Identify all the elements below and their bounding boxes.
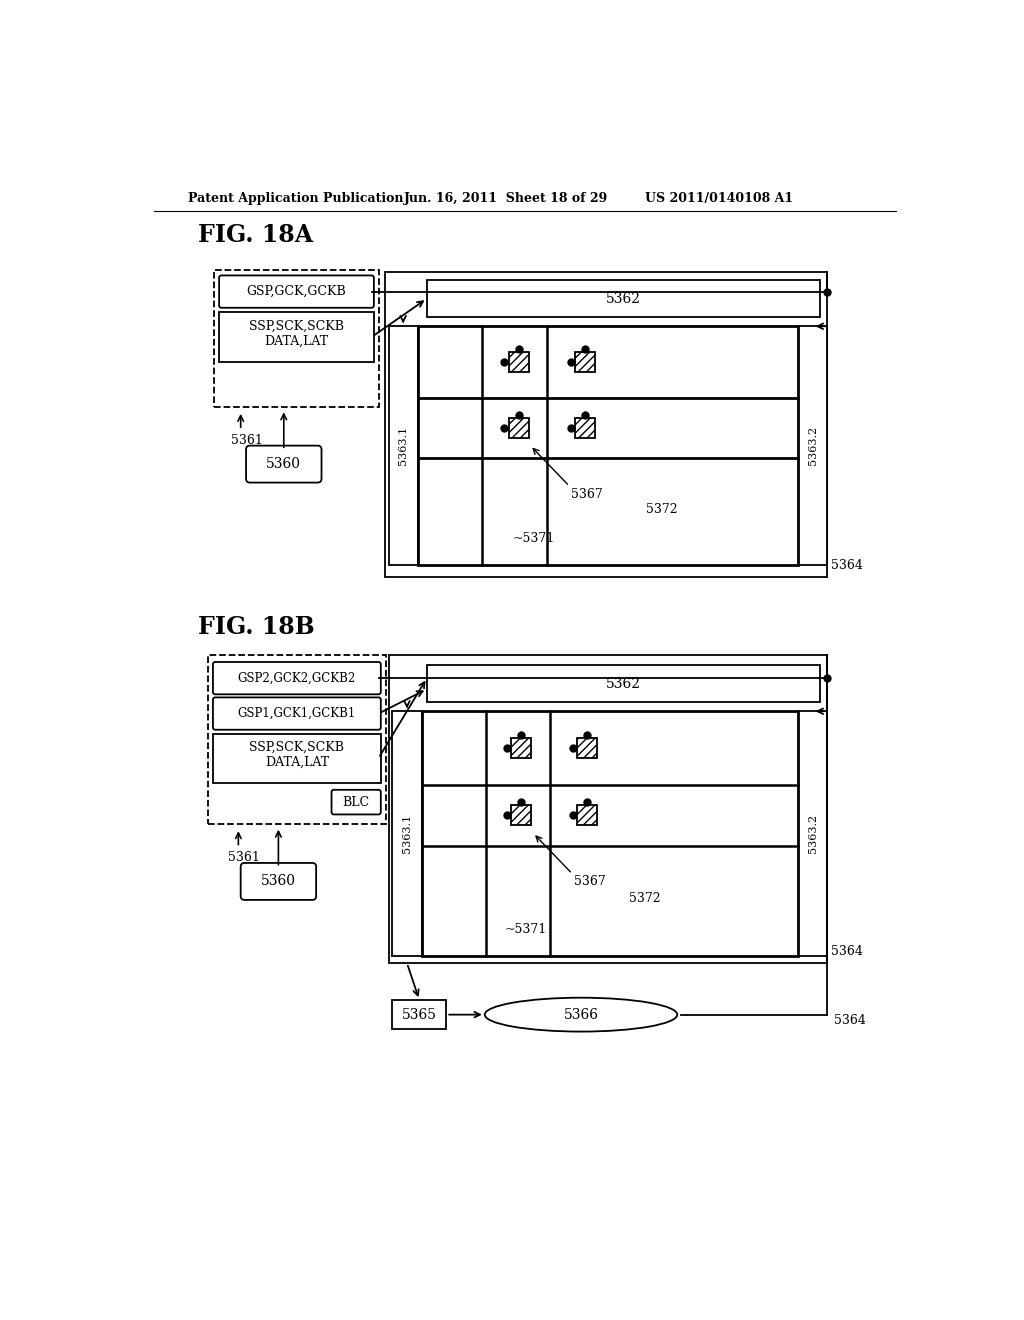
Text: GSP,GCK,GCKB: GSP,GCK,GCKB [247, 285, 346, 298]
Text: 5367: 5367 [573, 875, 605, 888]
Text: 5363.1: 5363.1 [398, 426, 409, 465]
Bar [427, 665, 819, 702]
Bar [511, 805, 531, 825]
Bar [418, 326, 798, 565]
Bar [392, 711, 422, 956]
Text: Patent Application Publication: Patent Application Publication [188, 191, 403, 205]
Text: FIG. 18B: FIG. 18B [199, 615, 315, 639]
Text: SSP,SCK,SCKB
DATA,LAT: SSP,SCK,SCKB DATA,LAT [249, 319, 344, 348]
Text: 5362: 5362 [606, 292, 641, 305]
Text: SSP,SCK,SCKB
DATA,LAT: SSP,SCK,SCKB DATA,LAT [250, 741, 344, 770]
Text: Jun. 16, 2011  Sheet 18 of 29: Jun. 16, 2011 Sheet 18 of 29 [403, 191, 608, 205]
Bar [575, 352, 595, 372]
FancyBboxPatch shape [213, 734, 381, 783]
Text: 5364: 5364 [831, 558, 863, 572]
Text: FIG. 18A: FIG. 18A [199, 223, 313, 247]
Text: GSP1,GCK1,GCKB1: GSP1,GCK1,GCKB1 [238, 708, 356, 721]
Bar [798, 711, 827, 956]
FancyBboxPatch shape [241, 863, 316, 900]
Text: 5363.2: 5363.2 [808, 814, 818, 853]
Text: ~5371: ~5371 [513, 532, 555, 545]
Text: 5362: 5362 [606, 677, 641, 690]
FancyBboxPatch shape [219, 313, 374, 362]
Text: 5360: 5360 [261, 874, 296, 888]
Bar [422, 711, 798, 956]
Text: 5372: 5372 [629, 892, 660, 906]
FancyBboxPatch shape [332, 789, 381, 814]
Text: 5363.2: 5363.2 [808, 426, 818, 465]
Text: 5363.1: 5363.1 [402, 814, 412, 853]
Bar [578, 805, 597, 825]
Bar [385, 272, 827, 577]
Text: 5372: 5372 [646, 503, 678, 516]
Bar [509, 352, 528, 372]
Text: 5360: 5360 [266, 457, 301, 471]
Text: 5361: 5361 [227, 851, 259, 865]
FancyBboxPatch shape [246, 446, 322, 483]
Text: GSP2,GCK2,GCKB2: GSP2,GCK2,GCKB2 [238, 672, 356, 685]
Bar [392, 1001, 446, 1030]
Bar [575, 417, 595, 438]
Text: 5361: 5361 [230, 434, 262, 447]
Bar [578, 738, 597, 758]
FancyBboxPatch shape [213, 663, 381, 694]
Text: US 2011/0140108 A1: US 2011/0140108 A1 [645, 191, 793, 205]
FancyBboxPatch shape [213, 697, 381, 730]
Bar [208, 655, 386, 825]
Bar [509, 417, 528, 438]
Bar [427, 280, 819, 317]
Ellipse shape [484, 998, 677, 1032]
FancyBboxPatch shape [219, 276, 374, 308]
Text: 5364: 5364 [831, 945, 863, 958]
Text: BLC: BLC [343, 796, 370, 809]
Text: ~5371: ~5371 [505, 923, 547, 936]
Bar [511, 738, 531, 758]
Bar [388, 326, 418, 565]
Text: 5364: 5364 [834, 1014, 865, 1027]
Bar [388, 655, 827, 964]
Bar [798, 326, 827, 565]
Text: 5365: 5365 [401, 1007, 437, 1022]
Text: 5367: 5367 [571, 488, 603, 500]
Bar [214, 271, 379, 407]
Text: 5366: 5366 [563, 1007, 598, 1022]
